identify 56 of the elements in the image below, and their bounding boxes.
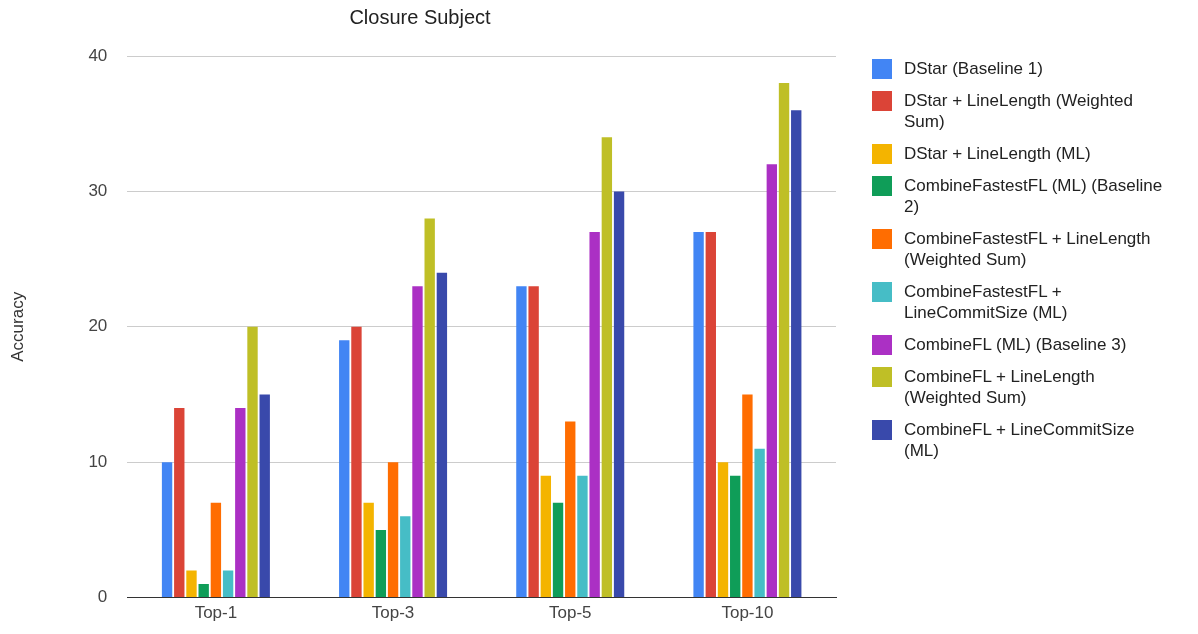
legend-label: DStar + LineLength (Weighted Sum) xyxy=(904,90,1134,132)
bar xyxy=(235,408,246,598)
legend-label: DStar (Baseline 1) xyxy=(904,58,1044,79)
legend-label: CombineFastestFL + LineLength (Weighted Sum) xyxy=(904,228,1152,270)
bar xyxy=(705,232,716,598)
y-axis-title: Accuracy xyxy=(7,291,27,362)
bar xyxy=(247,326,258,598)
bar xyxy=(400,516,411,598)
x-tick-label: Top-3 xyxy=(371,603,415,623)
bar xyxy=(601,137,613,598)
bar xyxy=(222,570,234,598)
legend-label: CombineFL + LineLength (Weighted Sum) xyxy=(904,366,1096,408)
bar xyxy=(387,462,399,598)
chart-title: Closure Subject xyxy=(349,5,492,28)
y-tick-label: 10 xyxy=(88,451,108,471)
bar xyxy=(540,475,552,598)
bar xyxy=(730,475,741,598)
bar xyxy=(174,408,185,598)
bar xyxy=(693,232,704,598)
x-tick-label: Top-5 xyxy=(548,603,592,623)
y-tick-label: 20 xyxy=(88,316,108,336)
legend-label: CombineFastestFL (ML) (Baseline 2) xyxy=(904,175,1164,217)
bar xyxy=(778,83,790,598)
bar xyxy=(436,272,448,598)
bar xyxy=(528,286,539,598)
y-tick-label: 0 xyxy=(97,587,108,607)
bar xyxy=(198,584,209,598)
bar xyxy=(766,164,778,598)
bar xyxy=(186,570,197,598)
bar xyxy=(565,421,576,598)
bar xyxy=(791,110,802,598)
bar xyxy=(259,394,270,598)
legend-label: DStar + LineLength (ML) xyxy=(904,143,1092,164)
bar xyxy=(577,475,588,598)
bar xyxy=(742,394,753,598)
bar xyxy=(351,326,362,598)
bar xyxy=(424,218,435,598)
x-tick-label: Top-10 xyxy=(721,603,774,623)
y-tick-label: 30 xyxy=(88,181,108,201)
bar xyxy=(754,448,765,598)
bar xyxy=(613,191,625,598)
legend-label: CombineFL + LineCommitSize (ML) xyxy=(904,419,1136,461)
x-tick-label: Top-1 xyxy=(194,603,238,623)
bar xyxy=(717,462,729,598)
bar xyxy=(161,462,173,598)
bar xyxy=(375,529,387,598)
bar xyxy=(210,502,222,598)
bar xyxy=(339,340,350,598)
bar xyxy=(516,286,527,598)
bar xyxy=(363,502,374,598)
legend-label: CombineFastestFL + LineCommitSize (ML) xyxy=(904,281,1069,323)
bar xyxy=(552,502,564,598)
bar xyxy=(412,286,423,598)
y-tick-label: 40 xyxy=(88,45,108,65)
bar xyxy=(589,232,600,598)
legend-label: CombineFL (ML) (Baseline 3) xyxy=(904,334,1128,355)
